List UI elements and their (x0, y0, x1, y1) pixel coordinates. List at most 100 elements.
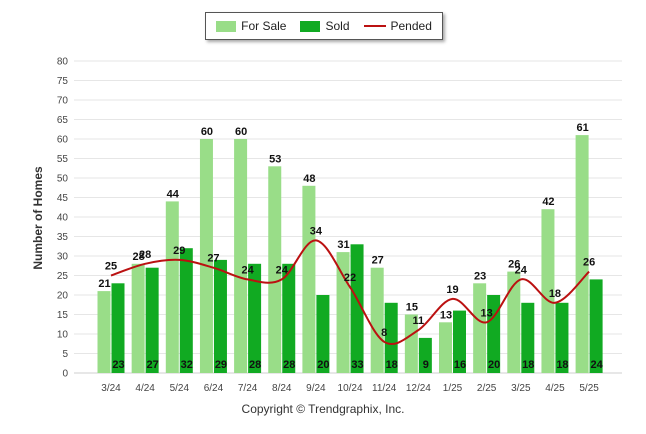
bar-label-for-sale: 27 (372, 255, 384, 267)
legend-swatch-for-sale (216, 20, 237, 32)
bar-label-sold: 28 (249, 359, 261, 371)
bar-label-for-sale: 31 (337, 239, 349, 251)
pended-label: 26 (583, 257, 595, 269)
x-axis-ticks: 3/24 4/24 5/24 6/24 7/24 8/24 9/24 10/24 11/24 12… (101, 383, 599, 394)
x-tick-label: 3/24 (101, 383, 121, 394)
bar-for-sale[interactable] (370, 267, 384, 373)
bar-for-sale[interactable] (165, 201, 179, 373)
x-tick-label: 5/25 (579, 383, 599, 394)
bar-label-for-sale: 53 (269, 153, 281, 165)
bar-sold[interactable] (521, 302, 535, 373)
bar-for-sale[interactable] (336, 252, 350, 373)
y-axis-label: Number of Homes (31, 166, 45, 270)
bar-label-sold: 20 (488, 359, 500, 371)
x-tick-label: 11/24 (372, 383, 397, 394)
bar-for-sale[interactable] (404, 314, 418, 374)
bar-for-sale[interactable] (575, 135, 589, 373)
bar-sold[interactable] (179, 248, 193, 373)
bar-label-sold: 32 (181, 359, 193, 371)
bar-label-for-sale: 15 (406, 302, 418, 314)
bar-label-for-sale: 60 (201, 126, 213, 138)
bar-sold[interactable] (487, 295, 501, 373)
bar-sold[interactable] (145, 267, 159, 373)
legend-item-for-sale[interactable]: For Sale (216, 19, 286, 33)
legend-swatch-sold (300, 20, 321, 32)
x-tick-label: 6/24 (204, 383, 224, 394)
x-tick-label: 2/25 (477, 383, 497, 394)
bar-sold[interactable] (418, 337, 432, 373)
y-tick-label: 25 (57, 271, 69, 282)
bar-label-sold: 18 (386, 359, 398, 371)
bar-for-sale[interactable] (439, 322, 452, 373)
bar-for-sale[interactable] (473, 283, 487, 373)
y-tick-label: 60 (57, 135, 69, 146)
bar-labels: 21 23 28 27 44 32 60 29 60 28 53 28 48 20 31 33 27 18 15 9 1… (98, 122, 603, 371)
pended-label: 11 (413, 315, 425, 327)
bar-label-sold: 24 (590, 359, 603, 371)
x-tick-label: 9/24 (306, 383, 326, 394)
legend-item-pended[interactable]: Pended (363, 19, 432, 33)
bar-for-sale[interactable] (131, 263, 145, 373)
x-tick-label: 1/25 (443, 383, 463, 394)
bar-label-sold: 23 (112, 359, 124, 371)
y-tick-label: 70 (57, 96, 69, 107)
y-tick-label: 30 (57, 252, 69, 263)
y-tick-label: 15 (57, 310, 69, 321)
bar-for-sale[interactable] (268, 166, 282, 373)
pended-label: 25 (105, 261, 117, 273)
bar-sold[interactable] (453, 310, 466, 373)
y-tick-label: 20 (57, 291, 69, 302)
legend-item-sold[interactable]: Sold (300, 19, 350, 33)
bar-for-sale[interactable] (199, 139, 213, 373)
pended-label: 24 (241, 264, 254, 276)
pended-label: 24 (276, 264, 289, 276)
bar-sold[interactable] (350, 244, 364, 373)
pended-label: 18 (549, 288, 561, 300)
bar-label-for-sale: 42 (542, 196, 554, 208)
pended-series-line[interactable] (110, 239, 590, 345)
bar-sold[interactable] (589, 279, 603, 373)
legend-label-for-sale: For Sale (241, 19, 287, 33)
bar-for-sale[interactable] (234, 139, 248, 373)
pended-label: 24 (515, 264, 528, 276)
y-axis-ticks: 0 5 10 15 20 25 30 35 40 45 50 55 60 65 70 75 80 (57, 57, 69, 380)
pended-line (110, 239, 590, 345)
bar-label-for-sale: 44 (167, 188, 180, 200)
pended-label: 13 (481, 307, 493, 319)
x-tick-label: 7/24 (238, 383, 258, 394)
x-tick-label: 12/24 (406, 383, 431, 394)
pended-label: 28 (139, 249, 151, 261)
chart-legend: For Sale Sold Pended (205, 12, 443, 40)
bar-for-sale[interactable] (97, 291, 111, 373)
y-tick-label: 55 (57, 154, 69, 165)
bar-label-for-sale: 23 (474, 270, 486, 282)
bar-label-for-sale: 28 (133, 251, 145, 263)
x-tick-label: 10/24 (338, 383, 363, 394)
legend-swatch-pended (363, 25, 386, 27)
bar-label-for-sale: 21 (98, 278, 110, 290)
bar-sold[interactable] (111, 283, 125, 373)
bar-for-sale[interactable] (507, 271, 521, 373)
bar-for-sale[interactable] (302, 185, 316, 373)
y-tick-label: 50 (57, 174, 69, 185)
y-tick-label: 80 (57, 57, 69, 68)
bar-sold[interactable] (213, 259, 227, 373)
bar-label-sold: 18 (556, 359, 568, 371)
x-tick-label: 4/24 (135, 383, 155, 394)
bar-label-for-sale: 26 (508, 259, 520, 271)
bar-label-sold: 16 (454, 359, 466, 371)
y-tick-label: 35 (57, 232, 69, 243)
bar-sold[interactable] (555, 302, 569, 373)
x-tick-label: 4/25 (545, 383, 565, 394)
pended-label: 34 (310, 225, 323, 237)
pended-label: 27 (207, 253, 219, 265)
bar-sold[interactable] (282, 263, 296, 373)
bar-sold[interactable] (316, 295, 330, 373)
bar-for-sale[interactable] (541, 209, 555, 373)
bar-sold[interactable] (384, 302, 398, 373)
bar-sold[interactable] (248, 263, 262, 373)
y-tick-label: 10 (57, 330, 69, 341)
y-tick-label: 40 (57, 213, 69, 224)
y-tick-label: 0 (62, 369, 68, 380)
